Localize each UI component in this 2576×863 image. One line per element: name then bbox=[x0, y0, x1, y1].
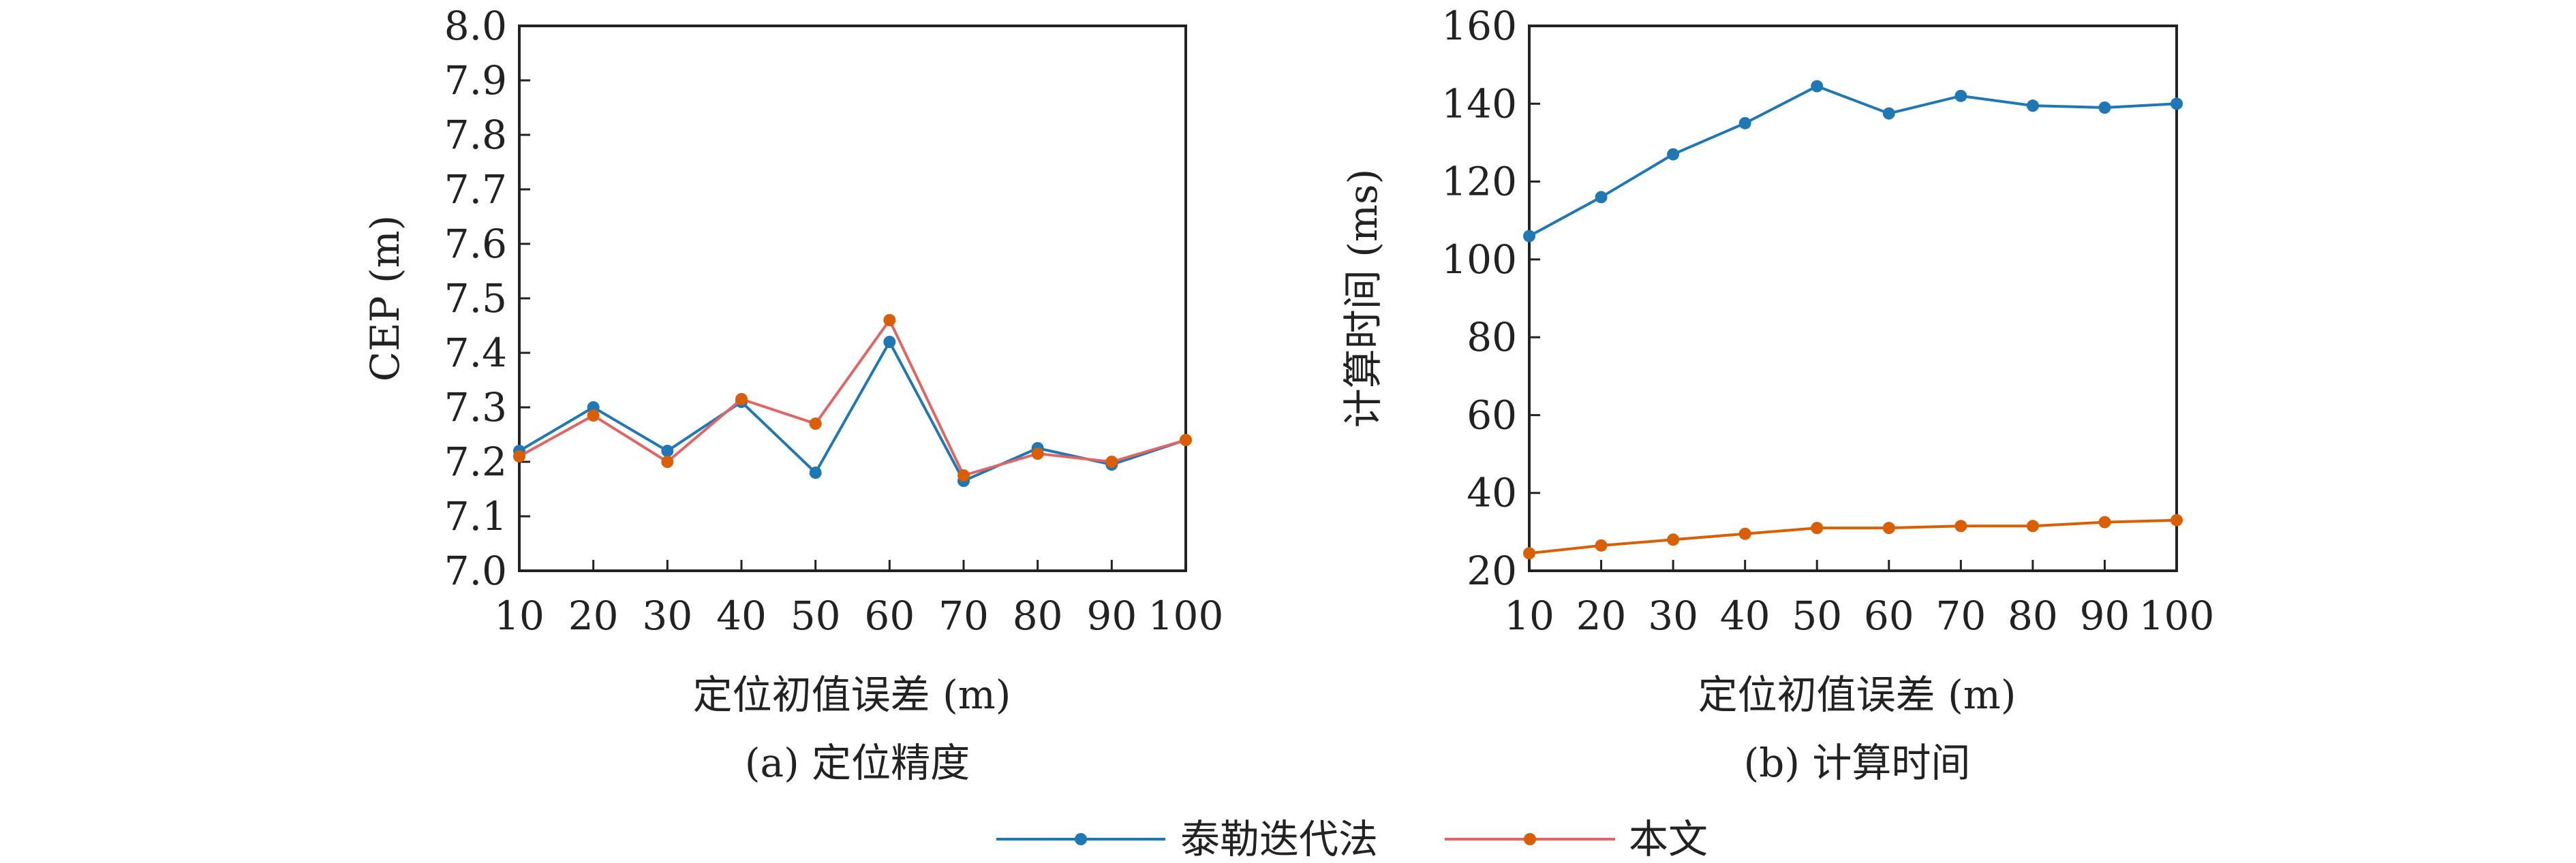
x-tick-label: 100 bbox=[2139, 593, 2215, 639]
x-tick-label: 50 bbox=[1792, 593, 1842, 639]
data-point bbox=[1595, 191, 1608, 204]
x-tick-label: 30 bbox=[1648, 593, 1698, 639]
y-tick-label: 60 bbox=[1467, 392, 1517, 438]
data-point bbox=[883, 314, 896, 326]
x-tick-label: 40 bbox=[716, 593, 767, 639]
y-tick-label: 40 bbox=[1467, 470, 1517, 516]
series-line-1 bbox=[1529, 518, 2177, 555]
data-point bbox=[1882, 107, 1895, 120]
panel-a-caption: (a) 定位精度 bbox=[745, 740, 970, 786]
panel-b-series bbox=[1523, 80, 2183, 560]
y-tick-label: 7.8 bbox=[444, 112, 507, 158]
panel-b-y-axis-label: 计算时间 (ms) bbox=[1340, 169, 1386, 428]
panel-b-x-axis: 10 20 30 40 50 60 70 80 90 100 bbox=[1504, 560, 2214, 639]
data-point bbox=[1954, 520, 1967, 533]
data-point bbox=[1882, 522, 1895, 535]
legend-marker-taylor bbox=[1075, 833, 1087, 845]
series-line-0 bbox=[1529, 84, 2177, 238]
data-point bbox=[2026, 520, 2039, 533]
data-point bbox=[2098, 101, 2111, 114]
x-tick-label: 20 bbox=[568, 593, 619, 639]
y-tick-label: 20 bbox=[1467, 548, 1517, 594]
data-point bbox=[1667, 533, 1680, 546]
y-tick-label: 80 bbox=[1467, 314, 1517, 360]
data-point bbox=[513, 450, 525, 462]
legend-label-ours: 本文 bbox=[1629, 816, 1708, 862]
data-point bbox=[1105, 456, 1118, 468]
x-tick-label: 90 bbox=[1086, 593, 1137, 639]
x-tick-label: 30 bbox=[642, 593, 692, 639]
series-line-1 bbox=[519, 317, 1186, 477]
data-point bbox=[1811, 522, 1824, 535]
y-tick-label: 140 bbox=[1441, 80, 1517, 127]
x-tick-label: 100 bbox=[1148, 593, 1224, 639]
panel-a-x-axis: 10 20 30 40 50 60 70 80 90 100 bbox=[494, 560, 1223, 639]
x-tick-label: 40 bbox=[1720, 593, 1770, 639]
data-point bbox=[809, 467, 822, 479]
x-tick-label: 10 bbox=[494, 593, 545, 639]
x-tick-label: 60 bbox=[1864, 593, 1914, 639]
panel-a-x-axis-label: 定位初值误差 (m) bbox=[693, 672, 1011, 718]
data-point bbox=[2026, 99, 2039, 112]
data-point bbox=[809, 418, 822, 430]
data-point bbox=[1811, 80, 1824, 93]
panel-b-caption: (b) 计算时间 bbox=[1744, 740, 1971, 786]
y-tick-label: 7.9 bbox=[444, 57, 507, 104]
x-tick-label: 80 bbox=[2008, 593, 2058, 639]
data-point bbox=[1031, 448, 1044, 460]
data-point bbox=[1738, 116, 1751, 129]
y-tick-label: 160 bbox=[1441, 3, 1517, 49]
data-point bbox=[2171, 514, 2183, 527]
y-tick-label: 7.1 bbox=[444, 493, 507, 539]
x-tick-label: 70 bbox=[938, 593, 989, 639]
x-tick-label: 60 bbox=[864, 593, 915, 639]
y-tick-label: 7.2 bbox=[444, 439, 507, 485]
x-tick-label: 20 bbox=[1576, 593, 1627, 639]
x-tick-label: 90 bbox=[2080, 593, 2130, 639]
legend: 泰勒迭代法 本文 bbox=[996, 816, 1708, 862]
panel-a-series bbox=[513, 314, 1192, 487]
x-tick-label: 80 bbox=[1013, 593, 1063, 639]
y-tick-label: 7.0 bbox=[444, 548, 507, 594]
panel-b-x-axis-label: 定位初值误差 (m) bbox=[1698, 672, 2017, 718]
data-point bbox=[1523, 230, 1535, 242]
y-tick-label: 100 bbox=[1441, 236, 1517, 283]
data-point bbox=[2171, 97, 2183, 110]
data-point bbox=[735, 393, 748, 405]
panel-b-y-axis: 20 40 60 80 100 120 140 160 bbox=[1441, 3, 1540, 594]
y-tick-label: 8.0 bbox=[444, 3, 507, 49]
data-point bbox=[1738, 527, 1751, 540]
y-tick-label: 7.3 bbox=[444, 384, 507, 430]
data-point bbox=[883, 336, 896, 348]
data-point bbox=[957, 469, 970, 482]
x-tick-label: 50 bbox=[791, 593, 841, 639]
x-tick-label: 10 bbox=[1504, 593, 1554, 639]
y-tick-label: 7.5 bbox=[444, 275, 507, 321]
legend-label-taylor: 泰勒迭代法 bbox=[1180, 816, 1378, 862]
y-tick-label: 7.7 bbox=[444, 166, 507, 213]
x-tick-label: 70 bbox=[1935, 593, 1986, 639]
data-point bbox=[2098, 516, 2111, 529]
data-point bbox=[1954, 89, 1967, 102]
panel-a-y-axis: 7.0 7.1 7.2 7.3 7.4 7.5 7.6 7.7 7.8 7.9 8.0 bbox=[444, 3, 530, 594]
legend-marker-ours bbox=[1524, 833, 1536, 845]
y-tick-label: 120 bbox=[1441, 159, 1517, 205]
data-point bbox=[587, 409, 600, 422]
data-point bbox=[1523, 547, 1535, 560]
y-tick-label: 7.4 bbox=[444, 330, 507, 376]
panel-a-positioning-accuracy: 7.0 7.1 7.2 7.3 7.4 7.5 7.6 7.7 7.8 7.9 8.0 10 20 30… bbox=[362, 3, 1223, 786]
data-point bbox=[1180, 434, 1192, 446]
panel-b-plot-frame bbox=[1528, 25, 2178, 572]
panel-a-y-axis-label: CEP (m) bbox=[362, 215, 408, 381]
y-tick-label: 7.6 bbox=[444, 221, 507, 267]
data-point bbox=[1667, 148, 1680, 161]
data-point bbox=[661, 456, 674, 468]
legend-item-taylor: 泰勒迭代法 bbox=[996, 816, 1378, 862]
data-point bbox=[661, 445, 674, 457]
data-point bbox=[1595, 539, 1608, 552]
legend-item-ours: 本文 bbox=[1445, 816, 1708, 862]
panel-a-plot-frame bbox=[518, 25, 1187, 572]
